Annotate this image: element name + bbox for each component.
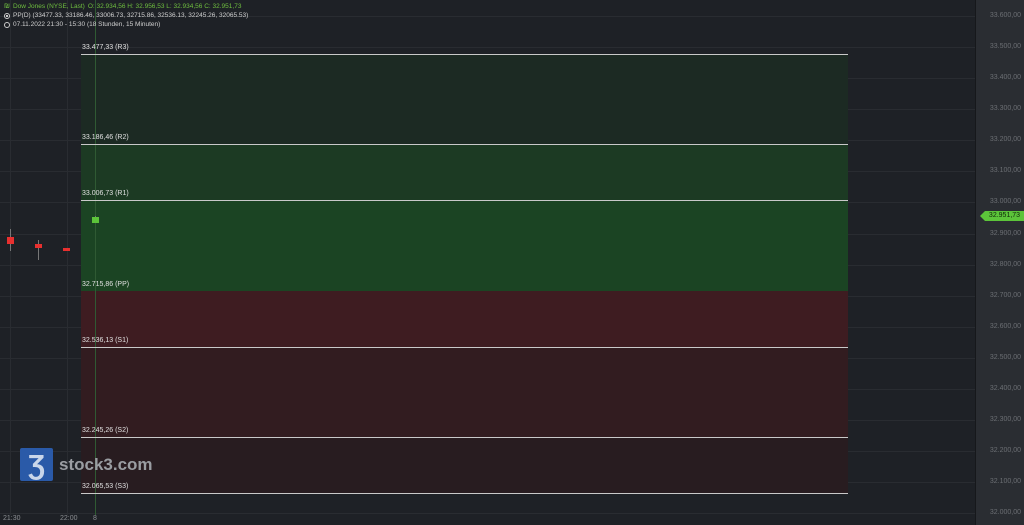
price-tick: 32.200,00 [989,447,1021,455]
indicator-header: PP(D) (33477.33, 33186.46, 33006.73, 327… [4,12,248,19]
grid-line-h [0,15,975,17]
price-tick: 33.100,00 [989,167,1021,175]
grid-line-h [0,513,975,515]
price-tick: 32.600,00 [989,322,1021,330]
grid-line-v [67,0,68,515]
instrument-header: ₪ Dow Jones (NYSE, Last) O: 32.934,56 H:… [4,3,241,10]
logo: Ʒ stock3.com [20,448,153,481]
period-header: 07.11.2022 21:30 - 15:30 (18 Stunden, 15… [4,21,160,28]
pivot-label: 33.477,33 (R3) [82,44,129,51]
pivot-zone [81,144,848,201]
logo-text: stock3.com [59,454,153,474]
candle-body [92,217,99,223]
candle-body [35,244,42,248]
price-tick: 32.700,00 [989,291,1021,299]
pivot-zone [81,437,848,494]
candle-body [7,236,14,245]
price-tick: 33.600,00 [989,11,1021,19]
price-tick: 32.900,00 [989,229,1021,237]
pivot-label: 32.715,86 (PP) [82,280,130,288]
ohlc-values: O: 32.934,56 H: 32.956,53 L: 32.934,56 C… [87,3,242,10]
pivot-zone [81,290,848,347]
pivot-line [81,200,848,202]
price-tick: 33.200,00 [989,136,1021,144]
price-tick: 32.400,00 [989,385,1021,393]
time-tick: 21:30 [3,515,21,522]
indicator-values[interactable]: PP(D) (33477.33, 33186.46, 33006.73, 327… [13,12,249,19]
pivot-line [81,493,848,495]
current-day-line [95,0,96,515]
price-tick: 33.000,00 [989,198,1021,206]
pivot-label: 32.065,53 (S3) [82,483,129,491]
candle-wick [38,239,39,260]
pivot-label: 33.006,73 (R1) [82,190,129,198]
instrument-name[interactable]: Dow Jones (NYSE, Last) [12,3,85,10]
chart-icon: ₪ [4,3,10,10]
clock-icon [4,21,10,28]
chart-area[interactable]: 33.477,33 (R3) 33.186,46 (R2) 33.006,73 (R… [0,0,975,525]
pivot-label: 32.536,13 (S1) [82,336,129,344]
pivot-line [81,346,848,348]
price-tick: 32.800,00 [989,260,1021,268]
pivot-zone [81,346,848,438]
period-text: 07.11.2022 21:30 - 15:30 (18 Stunden, 15… [13,21,161,28]
pivot-line [81,144,848,146]
pivot-label: 32.245,26 (S2) [82,427,129,435]
price-tick: 32.300,00 [989,416,1021,424]
pivot-zone [81,54,848,145]
time-tick: 22:00 [60,515,78,522]
pivot-line [81,54,848,55]
last-price-tag: 32.951,73 [980,211,1024,221]
pivot-zone [81,200,848,291]
candle-body [63,247,70,251]
pivot-label: 33.186,46 (R2) [82,134,129,142]
price-tick: 33.400,00 [989,74,1021,82]
price-axis[interactable]: 33.600,00 33.500,00 33.400,00 33.300,00 33.2… [975,0,1024,525]
price-tick: 33.500,00 [989,42,1021,50]
grid-line-v [10,0,11,515]
logo-mark: Ʒ [20,448,53,481]
price-tick: 32.100,00 [989,478,1021,486]
grid-line-h [0,46,975,48]
price-tick: 32.000,00 [989,509,1021,517]
price-tick: 33.300,00 [989,105,1021,113]
indicator-dot-icon[interactable] [4,12,10,19]
pivot-line [81,437,848,439]
price-tick: 32.500,00 [989,353,1021,361]
time-tick: 8 [93,515,97,522]
